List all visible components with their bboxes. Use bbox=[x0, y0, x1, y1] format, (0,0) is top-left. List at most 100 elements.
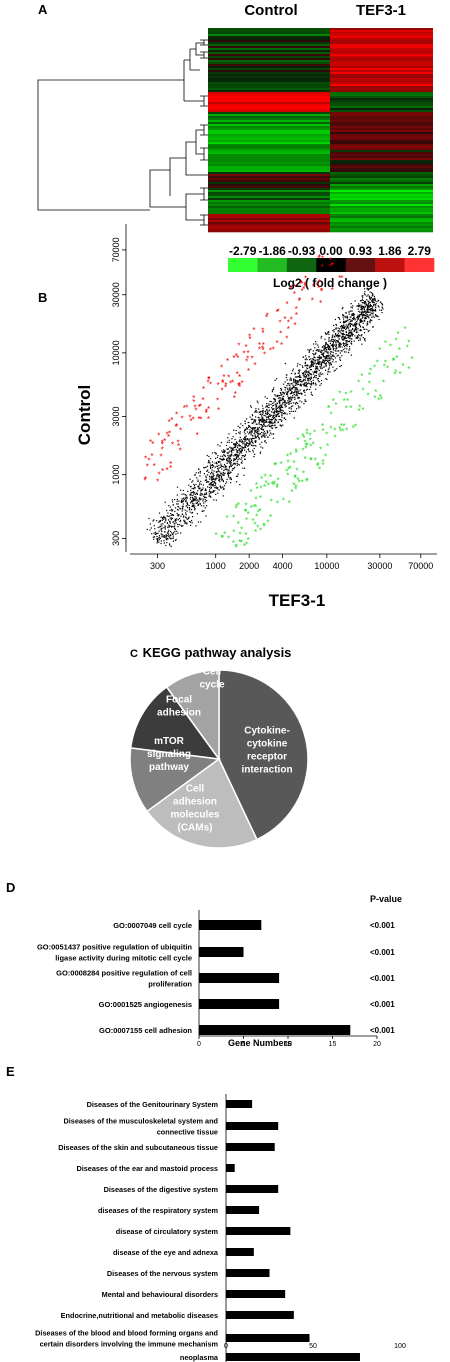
scatter-point bbox=[324, 338, 326, 340]
heatmap-cell bbox=[208, 84, 330, 87]
scatter-point bbox=[335, 343, 337, 346]
scatter-point bbox=[331, 338, 333, 340]
disease-bar-panel: Diseases of the Genitourinary SystemDise… bbox=[35, 1094, 406, 1362]
scatter-point: * bbox=[316, 461, 319, 470]
heatmap-cell bbox=[330, 66, 433, 69]
scatter-point bbox=[296, 390, 298, 392]
heatmap-cell bbox=[330, 64, 433, 67]
scatter-point bbox=[359, 337, 361, 339]
heatmap-cells bbox=[208, 28, 433, 233]
scatter-point bbox=[225, 482, 227, 485]
scatter-point: * bbox=[238, 381, 241, 390]
heatmap-cell bbox=[208, 200, 330, 203]
scatter-point bbox=[212, 475, 214, 477]
scatter-point bbox=[198, 488, 200, 490]
scatter-point bbox=[248, 433, 250, 435]
scatter-point bbox=[360, 330, 362, 332]
scatter-point bbox=[367, 309, 369, 311]
scatter-point bbox=[351, 343, 353, 345]
scatter-point bbox=[272, 402, 274, 404]
scatter-point bbox=[344, 336, 346, 338]
scatter-point bbox=[190, 493, 192, 495]
scatter-point bbox=[239, 484, 241, 486]
heatmap-cell bbox=[330, 112, 433, 115]
go-category-label: GO:0007049 cell cycle bbox=[113, 921, 192, 930]
scatter-point: * bbox=[311, 297, 314, 306]
scatter-point bbox=[208, 471, 210, 473]
scatter-point bbox=[232, 447, 235, 449]
scatter-point: * bbox=[240, 379, 243, 388]
scatter-point bbox=[352, 314, 354, 316]
scatter-point bbox=[235, 442, 237, 444]
scatter-point bbox=[368, 308, 370, 311]
scatter-point bbox=[158, 537, 160, 539]
scatter-point bbox=[332, 355, 334, 357]
scatter-point bbox=[259, 420, 261, 422]
scatter-point: * bbox=[329, 256, 332, 265]
scatter-point bbox=[196, 501, 198, 503]
scatter-point bbox=[364, 315, 366, 317]
scatter-point bbox=[313, 356, 315, 358]
go-bar bbox=[199, 999, 280, 1009]
heatmap-cell bbox=[208, 202, 330, 205]
disease-bar bbox=[226, 1164, 235, 1172]
scatter-point bbox=[189, 478, 191, 480]
scatter-point bbox=[333, 370, 335, 372]
scatter-point bbox=[360, 300, 362, 302]
heatmap-cell bbox=[208, 184, 330, 187]
scatter-point bbox=[184, 509, 186, 511]
heatmap-cell bbox=[330, 76, 433, 79]
scatter-point bbox=[217, 455, 219, 457]
scatter-point bbox=[226, 452, 228, 454]
scatter-point bbox=[278, 415, 280, 417]
scatter-point bbox=[264, 421, 266, 423]
scatter-point bbox=[171, 517, 173, 520]
scatter-point bbox=[234, 444, 236, 446]
go-pvalue: <0.001 bbox=[370, 974, 395, 983]
scatter-point bbox=[345, 337, 347, 339]
heatmap-cell bbox=[330, 230, 433, 233]
scatter-point bbox=[182, 500, 184, 502]
scatter-point: * bbox=[350, 389, 353, 398]
scatter-point: * bbox=[264, 473, 267, 482]
scatter-point bbox=[267, 432, 269, 434]
scatter-point bbox=[337, 330, 340, 332]
scatter-point: * bbox=[217, 381, 220, 390]
scatter-point bbox=[343, 333, 345, 335]
scatter-point bbox=[264, 396, 266, 398]
scatter-point bbox=[353, 316, 355, 318]
scatter-point bbox=[282, 392, 284, 394]
scatter-point bbox=[174, 528, 176, 530]
heatmap-cell bbox=[330, 220, 433, 223]
scatter-x-tick-label: 300 bbox=[150, 561, 165, 571]
scatter-point bbox=[235, 454, 237, 457]
scatter-point bbox=[339, 352, 341, 354]
scatter-point bbox=[222, 486, 224, 488]
scatter-point bbox=[220, 442, 222, 444]
heatmap-cell bbox=[330, 208, 433, 211]
scatter-point bbox=[324, 360, 326, 362]
scatter-point bbox=[265, 434, 267, 436]
scatter-point: * bbox=[295, 449, 298, 458]
scatter-point bbox=[192, 480, 194, 482]
scatter-point bbox=[205, 492, 207, 494]
scatter-point bbox=[271, 419, 273, 421]
scatter-point bbox=[366, 288, 368, 290]
scatter-point bbox=[210, 475, 213, 477]
scatter-point bbox=[254, 420, 256, 422]
scatter-point bbox=[269, 421, 271, 423]
scatter-point bbox=[271, 427, 273, 429]
scatter-point bbox=[261, 418, 263, 420]
scatter-point: * bbox=[290, 316, 293, 325]
scatter-point bbox=[349, 321, 351, 323]
scatter-point bbox=[312, 365, 314, 367]
scatter-point bbox=[204, 493, 206, 495]
scatter-point bbox=[256, 411, 258, 413]
scatter-point bbox=[282, 383, 285, 385]
scatter-point: * bbox=[407, 365, 410, 374]
scatter-point: * bbox=[277, 477, 280, 486]
heatmap-cell bbox=[208, 30, 330, 33]
scatter-point bbox=[275, 419, 278, 421]
scatter-point bbox=[182, 503, 184, 505]
scatter-point bbox=[168, 535, 170, 537]
